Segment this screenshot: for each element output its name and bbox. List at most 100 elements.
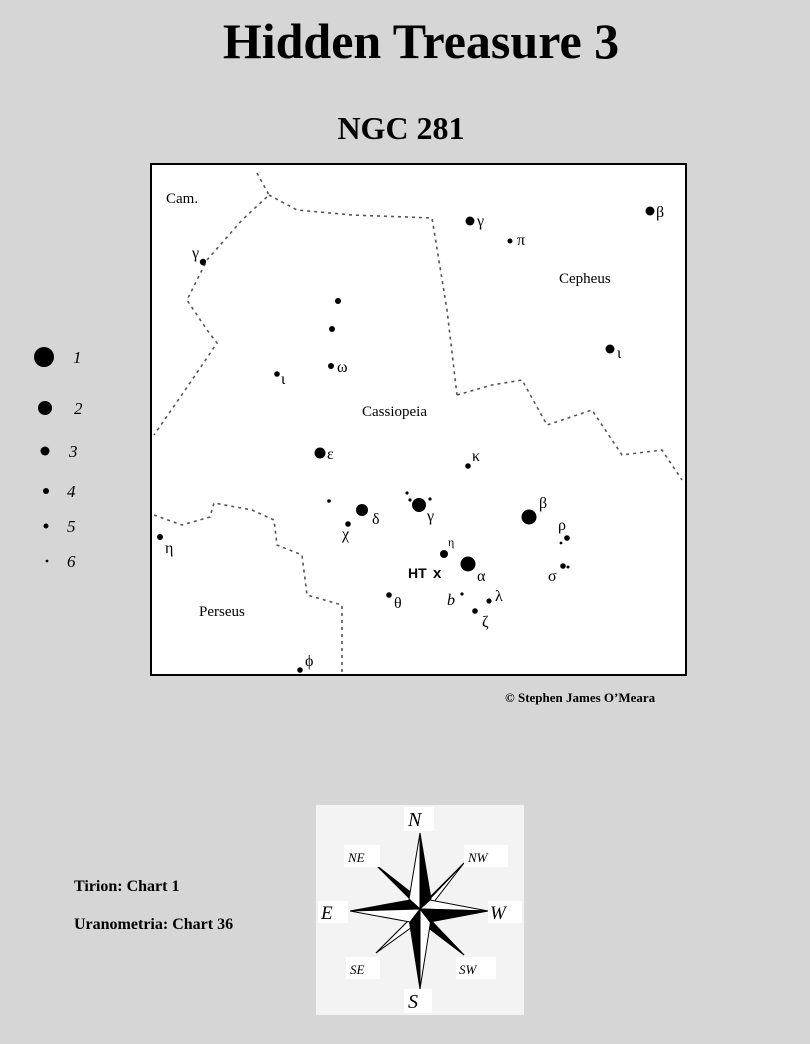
tirion-chart-ref: Tirion: Chart 1 xyxy=(74,878,180,895)
star-kappa-cas xyxy=(465,463,471,469)
star-pi-cep xyxy=(507,238,513,244)
compass-label-s: S xyxy=(408,991,418,1013)
target-label: HT xyxy=(408,565,427,581)
star-iota-cas xyxy=(274,371,280,377)
legend-dots xyxy=(34,347,54,563)
star-delta-cas xyxy=(356,504,368,516)
star-label: γ xyxy=(476,213,484,230)
legend-dot-mag-2 xyxy=(38,401,52,415)
star-label: ι xyxy=(617,345,622,362)
star-label: σ xyxy=(548,568,557,585)
legend-canvas: 1 2 3 4 5 6 xyxy=(34,347,83,571)
object-name: NGC 281 xyxy=(337,110,465,146)
star-label: ω xyxy=(337,359,348,376)
star-gamma-cas-comp-3 xyxy=(428,497,432,501)
star-label: β xyxy=(539,495,547,512)
label-cassiopeia: Cassiopeia xyxy=(362,404,427,420)
star-label: κ xyxy=(472,448,480,465)
compass-canvas: N NE NW E W SE SW S xyxy=(318,807,522,1013)
star-label: η xyxy=(448,535,454,549)
star-eta-cas xyxy=(440,550,448,558)
star-label: ι xyxy=(281,371,286,388)
target-x-icon: x xyxy=(433,565,442,582)
label-cepheus: Cepheus xyxy=(559,271,611,287)
constellation-labels: Cam. Cepheus Cassiopeia Perseus xyxy=(166,191,611,620)
star-chi-cas xyxy=(345,521,351,527)
star-label: b xyxy=(447,592,455,609)
legend-labels: 1 2 3 4 5 6 xyxy=(67,348,83,571)
constellation-boundaries xyxy=(153,172,683,675)
star-label: η xyxy=(165,540,173,557)
star-chart-canvas: Cam. Cepheus Cassiopeia Perseus γ π β γ … xyxy=(153,172,683,675)
star-label: ε xyxy=(327,446,334,463)
star-rho-cas xyxy=(564,535,570,541)
star-label: π xyxy=(517,232,525,249)
star-lambda-cas xyxy=(486,598,492,604)
legend-dot-mag-6 xyxy=(45,559,49,563)
legend-label-mag-6: 6 xyxy=(67,552,76,571)
star-dots xyxy=(157,206,655,673)
copyright: © Stephen James O’Meara xyxy=(505,690,656,705)
star-sigma-cas xyxy=(560,563,566,569)
star-theta-cas xyxy=(386,592,392,598)
compass-label-ne: NE xyxy=(347,850,365,865)
compass-star-icon xyxy=(349,832,489,990)
star-chart: Cam. Cepheus Cassiopeia Perseus γ π β γ … xyxy=(150,163,687,676)
star-zeta-cas xyxy=(472,608,478,614)
star-omega-cas xyxy=(328,363,334,369)
legend-dot-mag-1 xyxy=(34,347,54,367)
star-label: λ xyxy=(495,588,503,605)
star-alpha-cas xyxy=(460,556,476,572)
legend-label-mag-2: 2 xyxy=(74,399,83,418)
boundary-cas-per xyxy=(153,502,343,675)
star-label: α xyxy=(477,568,486,585)
star-label: γ xyxy=(426,508,434,525)
compass-point-e-bottom xyxy=(349,908,422,923)
compass-label-nw: NW xyxy=(467,850,489,865)
magnitude-legend: 1 2 3 4 5 6 xyxy=(25,330,125,580)
star-phi-per xyxy=(297,667,303,673)
star-beta-cep xyxy=(645,206,655,216)
label-perseus: Perseus xyxy=(199,604,245,620)
star-gamma-cas-comp-2 xyxy=(408,498,412,502)
legend-label-mag-3: 3 xyxy=(68,442,78,461)
star-eta-per xyxy=(157,534,163,540)
star-rho-cas-comp xyxy=(559,541,563,545)
star-gamma-cas xyxy=(412,498,426,512)
star-unlabeled-2 xyxy=(329,326,335,332)
compass-label-e: E xyxy=(320,903,333,924)
star-unlabeled-1 xyxy=(335,298,341,304)
star-label: β xyxy=(656,204,664,221)
legend-dot-mag-3 xyxy=(40,446,50,456)
star-epsilon-cas xyxy=(314,447,326,459)
compass-label-w: W xyxy=(490,903,508,924)
compass-labels: N NE NW E W SE SW S xyxy=(318,807,522,1013)
label-cam: Cam. xyxy=(166,191,198,207)
boundary-cas-cep-north xyxy=(268,194,458,396)
star-label: χ xyxy=(341,526,350,543)
legend-label-mag-4: 4 xyxy=(67,482,76,501)
star-label: ϕ xyxy=(305,653,313,670)
star-gamma-cas-comp-1 xyxy=(405,491,409,495)
boundary-cam-cas xyxy=(153,172,271,436)
star-unlabeled-3 xyxy=(327,499,331,503)
star-iota-cep xyxy=(605,344,615,354)
legend-label-mag-5: 5 xyxy=(67,517,76,536)
compass-label-n: N xyxy=(407,809,423,831)
star-beta-cas xyxy=(521,509,537,525)
star-b-cas xyxy=(460,592,464,596)
legend-dot-mag-4 xyxy=(43,488,49,494)
star-gamma-cep xyxy=(465,216,475,226)
star-label: ρ xyxy=(558,517,566,534)
compass-label-sw: SW xyxy=(459,962,478,977)
star-sigma-cas-comp xyxy=(566,565,570,569)
star-label: ζ xyxy=(482,614,489,631)
compass-point-n-right xyxy=(419,832,432,911)
compass-point-n-left xyxy=(408,832,421,911)
page-title: Hidden Treasure 3 xyxy=(222,13,620,69)
uranometria-chart-ref: Uranometria: Chart 36 xyxy=(74,916,234,933)
target-marker: HT x xyxy=(408,565,442,582)
star-label: δ xyxy=(372,511,380,528)
compass-point-w-bottom xyxy=(418,908,489,923)
legend-label-mag-1: 1 xyxy=(73,348,82,367)
